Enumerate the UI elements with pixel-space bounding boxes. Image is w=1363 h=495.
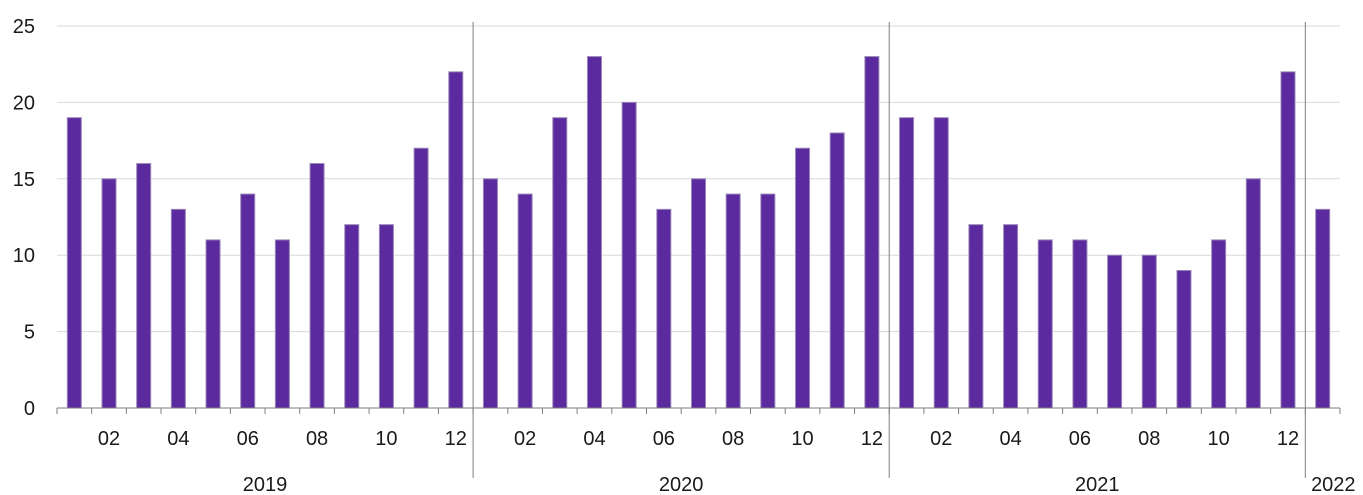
bar	[1037, 239, 1053, 409]
bar	[205, 239, 221, 409]
bar	[1211, 239, 1227, 409]
month-tick-label: 10	[1208, 428, 1230, 450]
month-tick-label: 04	[167, 428, 189, 450]
bar	[586, 56, 602, 409]
x-axis	[56, 22, 1341, 478]
bar	[274, 239, 290, 409]
bar	[448, 71, 464, 409]
bar	[691, 178, 706, 409]
bar	[1176, 269, 1192, 409]
month-tick-label: 02	[514, 428, 536, 450]
bar	[240, 193, 256, 409]
bar	[1003, 224, 1019, 409]
bar	[1072, 239, 1088, 409]
y-tick-label: 20	[13, 92, 35, 114]
month-tick-label: 08	[722, 428, 744, 450]
year-label: 2022	[1311, 474, 1356, 495]
bar	[829, 132, 845, 409]
bar	[1315, 208, 1331, 409]
bar	[66, 117, 82, 409]
year-label: 2021	[1075, 474, 1120, 495]
bar	[1141, 254, 1157, 409]
month-tick-label: 02	[98, 428, 120, 450]
month-tick-label: 10	[375, 428, 397, 450]
bar	[968, 224, 984, 409]
month-tick-label: 06	[653, 428, 675, 450]
bar	[170, 208, 186, 409]
bar	[795, 147, 811, 409]
bar	[933, 117, 949, 409]
bar	[517, 193, 533, 409]
bar	[344, 224, 360, 409]
bar	[101, 178, 117, 409]
bar	[656, 208, 672, 409]
y-axis-ticks: 0 5 10 15 20 25	[13, 16, 35, 420]
year-label: 2019	[243, 474, 288, 495]
year-label: 2020	[659, 474, 704, 495]
bar	[725, 193, 741, 409]
bar	[378, 224, 394, 409]
month-tick-label: 12	[1277, 428, 1299, 450]
month-tick-label: 04	[583, 428, 605, 450]
y-tick-label: 15	[13, 169, 35, 191]
bar	[1280, 71, 1296, 409]
bar	[309, 163, 325, 409]
y-tick-label: 0	[24, 398, 35, 420]
bar	[621, 101, 637, 409]
month-tick-label: 06	[1069, 428, 1091, 450]
month-tick-label: 04	[999, 428, 1021, 450]
y-tick-label: 25	[13, 16, 35, 38]
month-tick-label: 02	[930, 428, 952, 450]
month-tick-label: 08	[306, 428, 328, 450]
x-axis-month-labels: 02 04 06 08 10 12 02 04 06 08 10 12 02 04 06 08 10 12	[98, 428, 1299, 450]
bar	[552, 117, 568, 409]
month-tick-label: 12	[861, 428, 883, 450]
bar	[413, 147, 429, 409]
x-axis-year-labels: 2019 2020 2021 2022	[243, 474, 1356, 495]
bar	[136, 163, 152, 409]
bars	[66, 56, 1331, 409]
month-tick-label: 06	[237, 428, 259, 450]
month-tick-label: 12	[445, 428, 467, 450]
bar	[1245, 178, 1261, 409]
bar	[482, 178, 498, 409]
bar	[899, 117, 915, 409]
y-tick-label: 10	[13, 245, 35, 267]
month-tick-label: 08	[1138, 428, 1160, 450]
month-tick-label: 10	[791, 428, 813, 450]
bar	[760, 193, 776, 409]
bar	[864, 56, 880, 409]
y-tick-label: 5	[24, 322, 35, 344]
bar	[1107, 254, 1123, 409]
